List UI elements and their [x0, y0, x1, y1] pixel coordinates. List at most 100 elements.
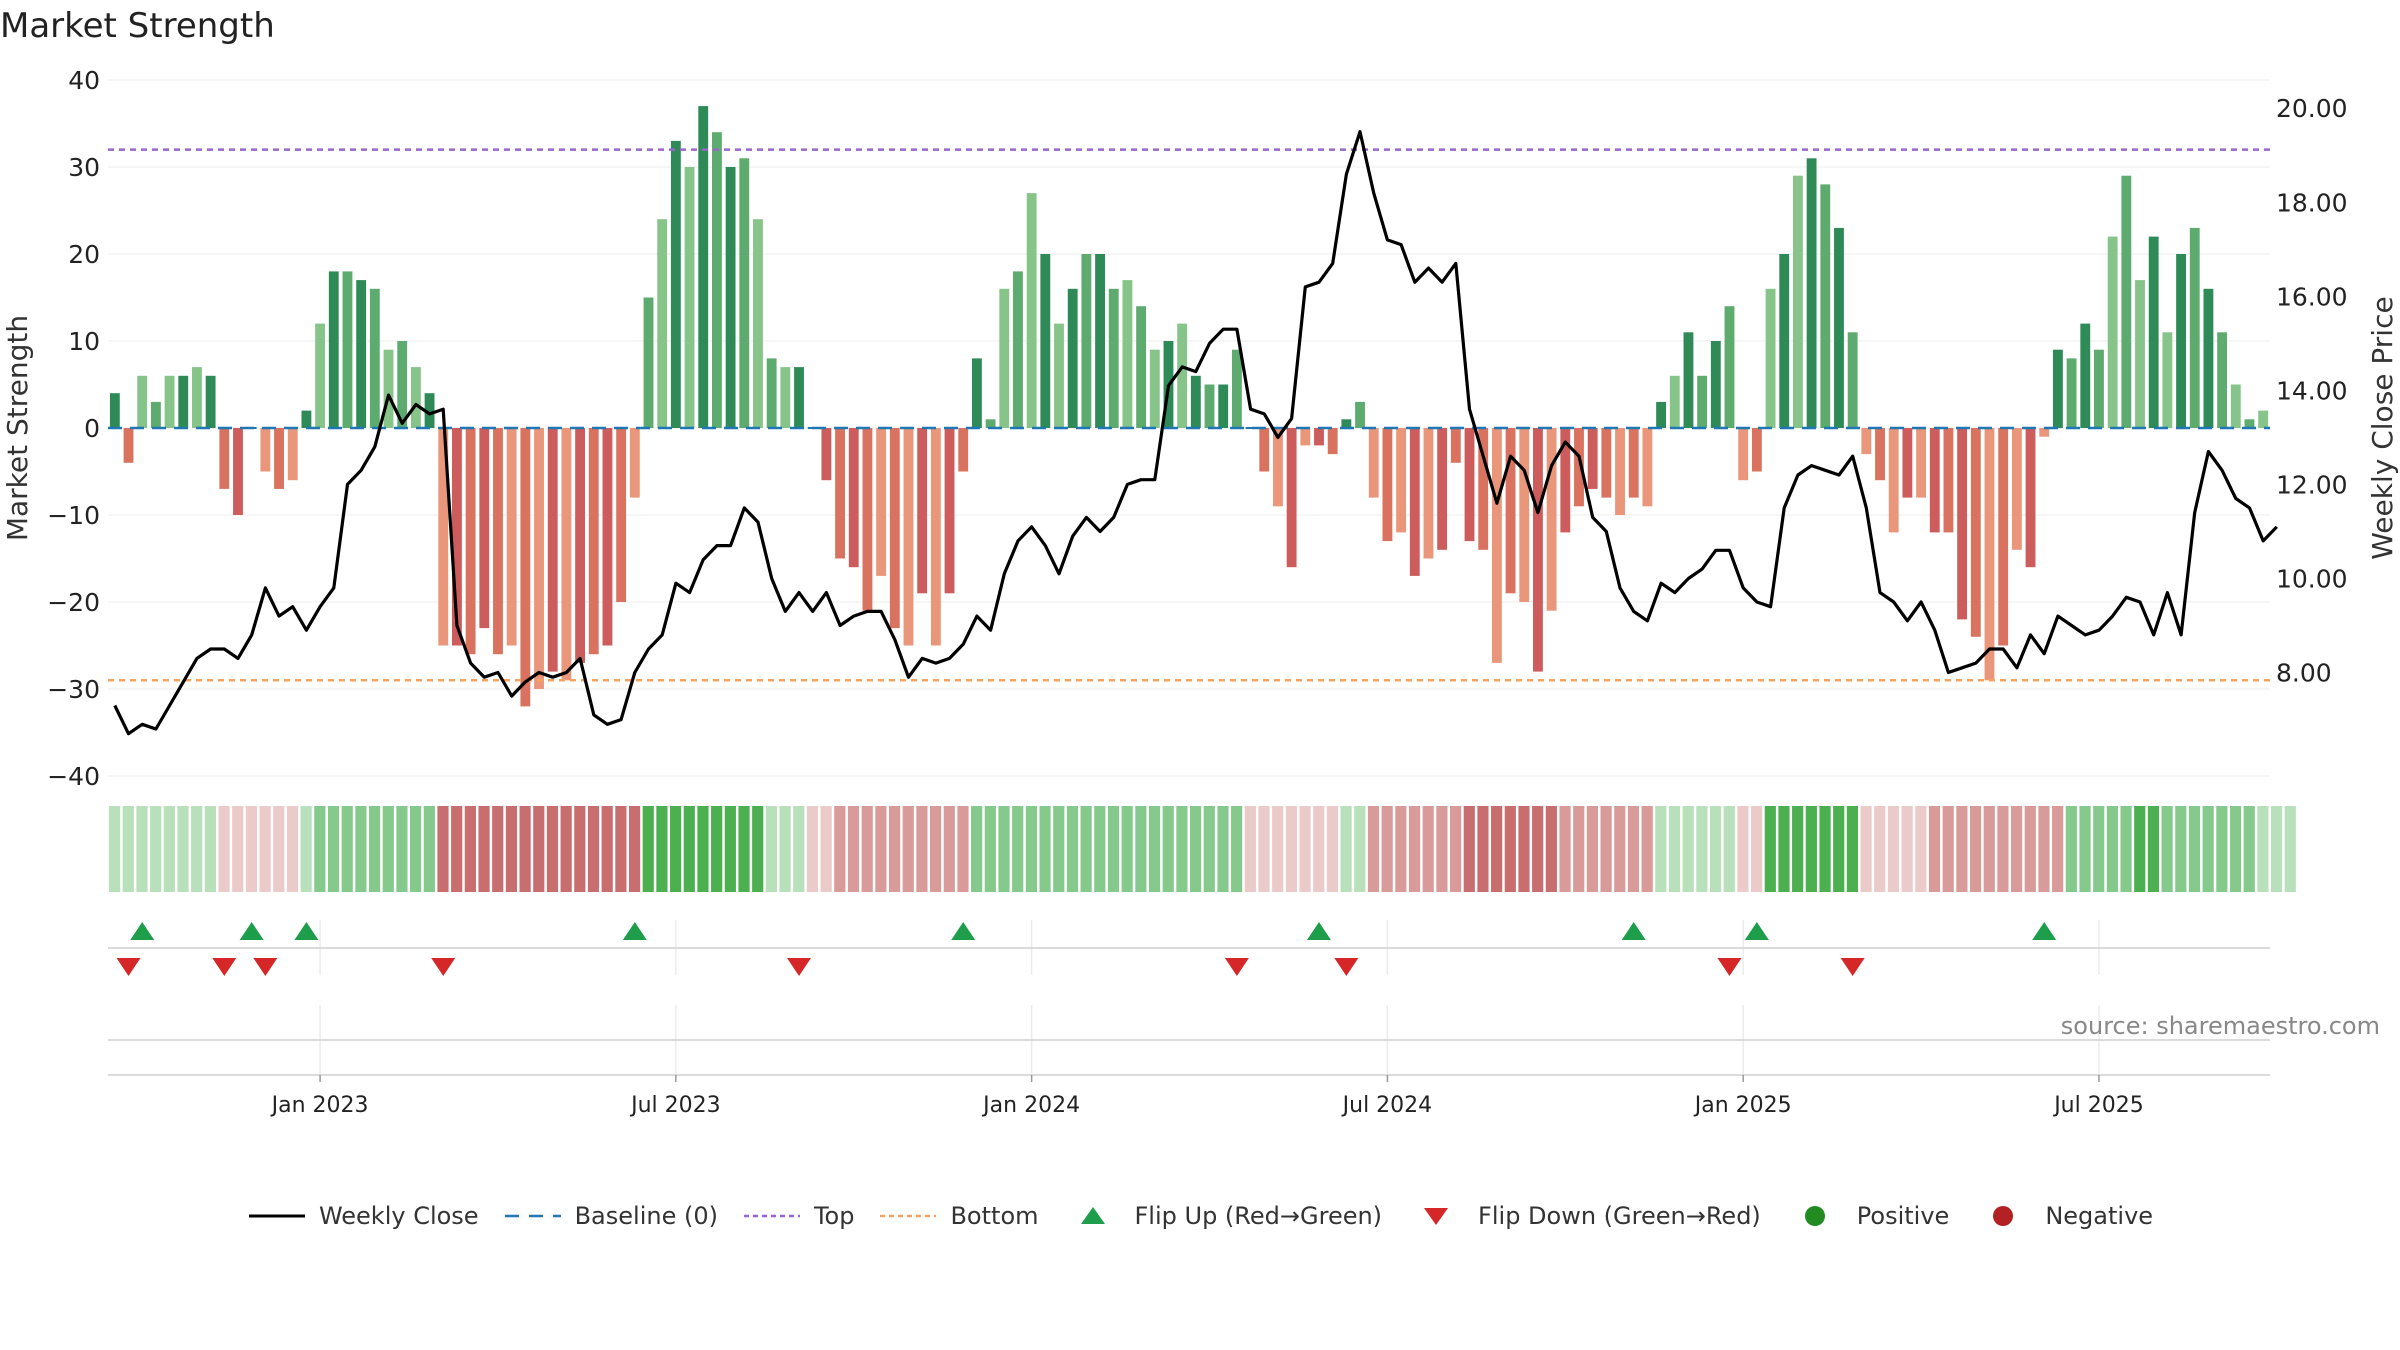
- heat-cell: [1559, 806, 1571, 892]
- flip-up-marker: [622, 922, 647, 940]
- strength-bar: [1450, 428, 1461, 463]
- heat-cell: [1203, 806, 1215, 892]
- heat-cell: [505, 806, 518, 892]
- strength-bar: [561, 428, 572, 681]
- strength-bar: [1861, 428, 1872, 455]
- strength-bar: [1013, 271, 1023, 428]
- heat-cell: [1805, 806, 1817, 892]
- heat-cell: [1655, 806, 1667, 892]
- heat-cell: [1039, 806, 1051, 892]
- strength-bar: [1273, 428, 1283, 507]
- strength-bar: [1026, 193, 1037, 428]
- heat-cell: [1258, 806, 1270, 892]
- strength-bar: [315, 323, 326, 428]
- heat-cell: [1764, 806, 1776, 892]
- strength-bar: [1765, 288, 1776, 428]
- strength-bar: [287, 428, 298, 481]
- heat-cell: [1751, 806, 1763, 892]
- strength-bar: [1615, 428, 1625, 515]
- heat-cell: [1395, 806, 1407, 892]
- strength-bar: [944, 428, 955, 594]
- heat-cell: [998, 806, 1010, 892]
- heat-cell: [834, 806, 846, 892]
- strength-bar: [985, 419, 996, 428]
- strength-bar: [971, 358, 982, 428]
- y2-tick-label: 12.00: [2276, 470, 2348, 499]
- heat-cell: [765, 806, 777, 892]
- heat-cell: [1477, 806, 1489, 892]
- heat-cell: [1340, 806, 1352, 892]
- legend-label: Baseline (0): [574, 1202, 718, 1230]
- strength-bar: [1560, 428, 1571, 533]
- heat-cell: [1504, 806, 1516, 892]
- strength-bar: [657, 219, 668, 428]
- heat-cell: [1231, 806, 1243, 892]
- y-tick-label: 0: [84, 414, 100, 443]
- strength-bar: [1040, 254, 1051, 428]
- heat-cell: [2271, 806, 2283, 892]
- strength-bar: [2039, 428, 2050, 437]
- strength-bar: [1533, 428, 1543, 672]
- heat-cell: [2257, 806, 2269, 892]
- heat-cell: [2134, 806, 2146, 892]
- y-tick-label: 20: [68, 240, 100, 269]
- strength-bar: [1519, 428, 1530, 602]
- legend-item-line: Weekly Close: [247, 1202, 479, 1230]
- strength-bar: [1984, 428, 1995, 681]
- grid-layer: [108, 79, 2270, 1075]
- strength-bar: [1628, 428, 1639, 498]
- strength-bar: [1491, 428, 1502, 663]
- heat-cell: [1709, 806, 1722, 892]
- strength-bar: [493, 428, 503, 655]
- heat-cell: [943, 806, 955, 892]
- heat-cell: [1313, 806, 1325, 892]
- strength-bar: [1820, 184, 1831, 428]
- strength-bar: [1697, 375, 1708, 428]
- strength-bar: [1190, 375, 1201, 428]
- strength-bar: [520, 428, 531, 707]
- heat-cell: [1148, 806, 1161, 892]
- heat-cell: [2106, 806, 2118, 892]
- heat-cell: [286, 806, 299, 892]
- strength-bars: [109, 106, 2269, 707]
- flip-up-marker: [239, 922, 264, 940]
- legend-label: Positive: [1856, 1202, 1950, 1230]
- heat-cell: [888, 806, 901, 892]
- strength-bar: [1834, 227, 1844, 428]
- strength-bar: [342, 271, 353, 428]
- flip-down-marker: [1717, 958, 1742, 976]
- flip-down-marker: [116, 958, 141, 976]
- heat-cell: [1997, 806, 2009, 892]
- strength-bar: [2176, 254, 2186, 428]
- line-legend-icon: [248, 1214, 305, 1218]
- legend-label: Weekly Close: [318, 1202, 479, 1230]
- heat-cell: [1121, 806, 1133, 892]
- strength-bar: [753, 219, 763, 428]
- strength-bar: [410, 367, 421, 428]
- heat-cell: [314, 806, 326, 892]
- heat-strip: [109, 806, 2296, 892]
- flip-up-marker: [130, 922, 155, 940]
- heat-cell: [1135, 806, 1147, 892]
- strength-bar: [452, 428, 462, 646]
- strength-bar: [1998, 428, 2009, 646]
- flip-up-marker: [294, 922, 319, 940]
- flip-down-marker: [212, 958, 237, 976]
- strength-bar: [1875, 428, 1885, 481]
- strength-bar: [1916, 428, 1926, 498]
- heat-cell: [1354, 806, 1366, 892]
- heat-cell: [1928, 806, 1941, 892]
- heat-cell: [163, 806, 175, 892]
- flip-down-marker: [253, 958, 278, 976]
- heat-cell: [1176, 806, 1188, 892]
- heat-cell: [2052, 806, 2064, 892]
- heat-cell: [2011, 806, 2023, 892]
- strength-bar: [2258, 410, 2269, 428]
- heat-cell: [396, 806, 408, 892]
- strength-bar: [999, 288, 1010, 428]
- heat-cell: [711, 806, 723, 892]
- strength-bar: [780, 367, 791, 428]
- heat-cell: [382, 806, 394, 892]
- strength-bar: [616, 428, 627, 602]
- heat-cell: [1983, 806, 1995, 892]
